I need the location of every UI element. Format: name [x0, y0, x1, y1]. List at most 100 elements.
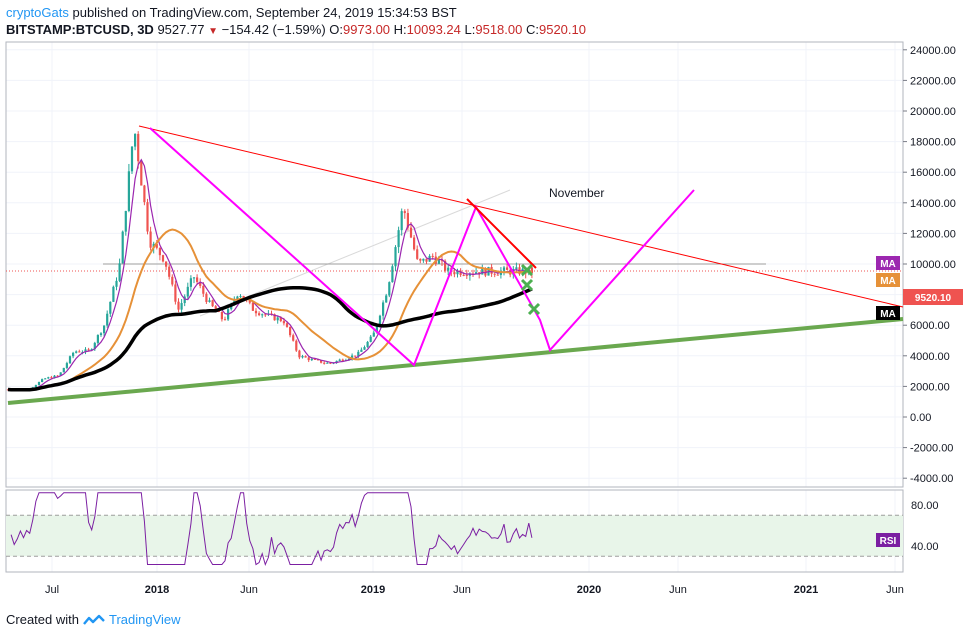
- down-candle: [78, 351, 81, 353]
- price-tick-label: 2000.00: [910, 381, 950, 393]
- tag-label: MA: [880, 276, 896, 287]
- up-candle: [502, 267, 506, 271]
- magenta-pattern-line: [149, 127, 695, 367]
- up-candle: [372, 332, 375, 337]
- down-candle: [413, 237, 416, 250]
- high-value: 10093.24: [406, 22, 461, 37]
- tag-label: MA: [880, 309, 896, 320]
- up-candle: [134, 133, 137, 147]
- trendline-drawings[interactable]: [7, 125, 904, 405]
- down-candle: [329, 362, 332, 364]
- up-candle: [75, 351, 78, 353]
- up-candle: [422, 258, 425, 261]
- up-candle: [382, 302, 385, 316]
- up-candle: [326, 362, 329, 364]
- down-candle: [496, 274, 499, 276]
- price-tick-label: 24000.00: [910, 45, 956, 57]
- down-candle: [242, 295, 245, 300]
- down-candle: [205, 293, 208, 302]
- time-axis[interactable]: Jul 2018 Jun 2019 Jun 2020 Jun 2021 Jun: [45, 584, 904, 596]
- symbol-label[interactable]: BITSTAMP:BTCUSD, 3D: [6, 22, 154, 37]
- up-candle: [65, 363, 68, 368]
- price-label-tag: 9520.10: [903, 289, 963, 305]
- created-with-text: Created with: [6, 612, 79, 627]
- up-candle: [208, 300, 211, 302]
- rsi-tag-bg: [876, 533, 900, 547]
- rsi-tick-label: 40.00: [911, 541, 939, 553]
- down-candle: [354, 355, 357, 357]
- up-candle: [357, 351, 360, 357]
- up-candle: [96, 335, 99, 343]
- price-tick-label: 6000.00: [910, 320, 950, 332]
- down-candle: [320, 359, 323, 363]
- chart-grid: [6, 42, 903, 572]
- footer: Created with TradingView: [6, 612, 181, 627]
- published-text: published on TradingView.com, September …: [72, 5, 457, 20]
- down-candle: [416, 249, 419, 259]
- up-candle: [106, 313, 109, 326]
- down-candle: [462, 274, 465, 276]
- close-value: 9520.10: [538, 22, 586, 37]
- down-candle: [258, 313, 261, 316]
- up-candle: [261, 314, 264, 316]
- down-candle: [202, 285, 205, 294]
- time-tick-label: Jun: [669, 584, 687, 596]
- green-x-marker: [520, 278, 534, 292]
- green-x-marker: [527, 302, 541, 316]
- price-tick-label: 16000.00: [910, 167, 956, 179]
- up-candle: [93, 342, 96, 350]
- up-candle: [388, 282, 391, 296]
- up-candle: [385, 295, 388, 303]
- up-candle: [391, 266, 394, 283]
- up-candle: [72, 352, 75, 357]
- up-candle: [53, 375, 56, 379]
- time-tick-label: 2020: [577, 584, 601, 596]
- up-candle: [236, 296, 239, 301]
- open-value: 9973.00: [343, 22, 391, 37]
- up-candle: [397, 230, 400, 248]
- open-label: O:: [329, 22, 344, 37]
- up-candle: [68, 356, 72, 364]
- down-candle: [282, 321, 285, 324]
- ma-purple-line: [7, 158, 533, 391]
- down-candle: [323, 362, 326, 364]
- down-candle: [140, 161, 143, 186]
- up-candle: [99, 333, 103, 336]
- price-chart[interactable]: 24000.00 22000.00 20000.00 18000.00 16000.00…: [0, 0, 972, 605]
- up-candle: [437, 260, 440, 264]
- chart-header: cryptoGats published on TradingView.com,…: [6, 4, 586, 40]
- down-candle: [50, 377, 53, 379]
- time-tick-label: Jun: [240, 584, 258, 596]
- tradingview-brand[interactable]: TradingView: [108, 612, 181, 627]
- tradingview-logo-icon: [83, 614, 105, 625]
- green-x-marker: [520, 263, 534, 277]
- down-arrow-icon: ▼: [208, 26, 218, 37]
- annotation-november[interactable]: November: [549, 186, 604, 200]
- down-candle: [273, 314, 276, 321]
- low-label: L:: [464, 22, 476, 37]
- high-label: H:: [393, 22, 407, 37]
- rsi-tag-label: RSI: [880, 536, 897, 547]
- close-label: C:: [525, 22, 539, 37]
- x-stroke: [520, 278, 534, 292]
- up-candle: [233, 300, 236, 304]
- down-candle: [165, 261, 168, 267]
- price-tick-label: -2000.00: [910, 443, 953, 455]
- down-candle: [285, 323, 289, 327]
- up-candle: [62, 367, 65, 373]
- down-candle: [484, 268, 487, 276]
- up-candle: [121, 231, 124, 264]
- down-candle: [493, 273, 496, 275]
- price-tick-label: -4000.00: [910, 473, 953, 485]
- up-candle: [180, 303, 183, 310]
- up-candle: [347, 358, 351, 361]
- down-candle: [341, 359, 344, 361]
- time-tick-label: 2019: [361, 584, 385, 596]
- up-candle: [515, 267, 518, 270]
- price-tag-text: 9520.10: [915, 293, 952, 304]
- down-candle: [168, 266, 171, 277]
- x-stroke: [527, 302, 541, 316]
- down-candle: [254, 310, 258, 314]
- down-candle: [530, 267, 533, 273]
- author-name[interactable]: cryptoGats: [6, 5, 69, 20]
